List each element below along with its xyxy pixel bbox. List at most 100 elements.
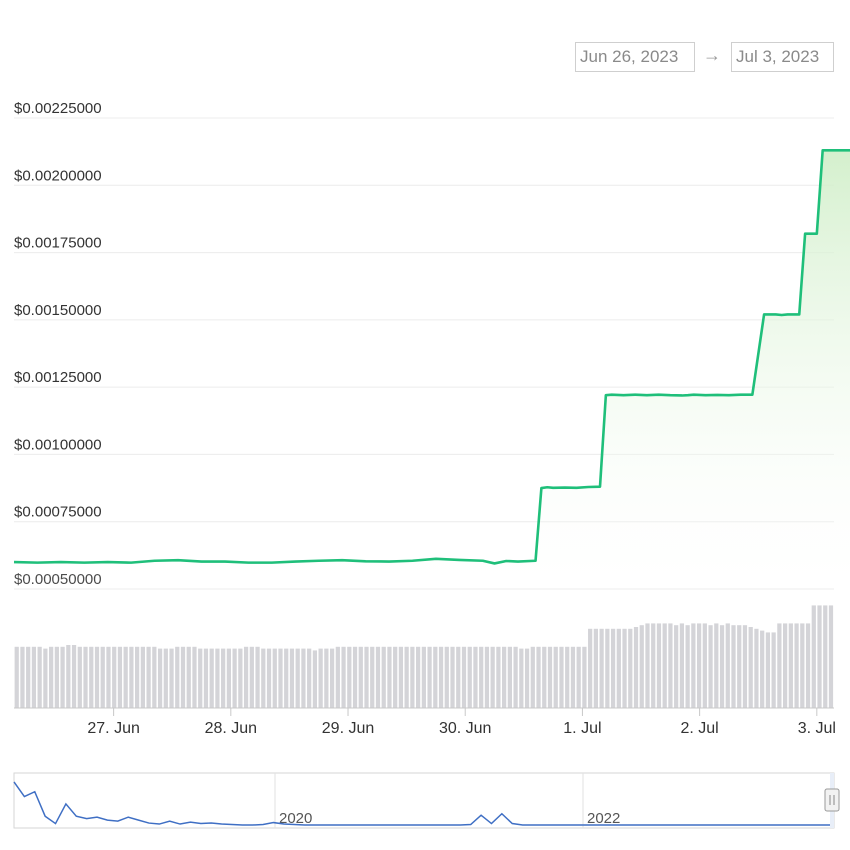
date-range-start-input[interactable]: Jun 26, 2023 (575, 42, 695, 72)
volume-bar (708, 625, 713, 708)
volume-bar (800, 623, 805, 708)
navigator-handle[interactable] (824, 788, 840, 812)
volume-bar (272, 648, 277, 708)
volume-bar (375, 646, 381, 708)
volume-bar (777, 623, 782, 708)
volume-bar (461, 646, 467, 708)
volume-bar (284, 648, 289, 708)
volume-bar (83, 646, 88, 708)
volume-bar (524, 648, 530, 708)
volume-bar (232, 648, 237, 708)
y-axis-labels: $0.00225000 $0.00200000 $0.00175000 $0.0015… (14, 100, 102, 588)
volume-bar (100, 646, 105, 708)
volume-bar (180, 646, 186, 708)
volume-bar (456, 646, 461, 708)
volume-bar (20, 646, 25, 708)
volume-bar (37, 646, 42, 708)
y-tick-label: $0.00225000 (14, 100, 102, 117)
volume-bar (490, 646, 495, 708)
volume-bar (685, 625, 690, 708)
volume-bar (450, 646, 455, 708)
volume-bar (628, 628, 633, 708)
volume-bar (94, 646, 100, 708)
volume-bar (502, 646, 507, 708)
volume-bar (622, 628, 627, 708)
volume-bar (633, 627, 639, 708)
volume-bar (771, 632, 776, 708)
volume-bar (421, 646, 426, 708)
x-tick-label: 28. Jun (205, 720, 257, 737)
volume-bar (794, 623, 799, 708)
volume-bar (266, 648, 272, 708)
volume-bar (243, 646, 249, 708)
volume-bar (301, 648, 306, 708)
volume-bar (203, 648, 209, 708)
navigator-year-label: 2022 (587, 810, 620, 827)
volume-bar (318, 648, 323, 708)
volume-bar (352, 646, 358, 708)
volume-bar (347, 646, 352, 708)
volume-bar (714, 623, 719, 708)
y-tick-label: $0.00075000 (14, 504, 102, 521)
volume-bar (364, 646, 369, 708)
volume-bar (737, 625, 742, 708)
volume-bar (805, 623, 811, 708)
volume-bar (645, 623, 650, 708)
volume-bar (656, 623, 662, 708)
volume-bar (112, 646, 117, 708)
volume-bar (559, 646, 564, 708)
volume-bar (329, 648, 335, 708)
volume-bar (89, 646, 94, 708)
volume-bar (175, 646, 180, 708)
x-tick-label: 2. Jul (680, 720, 718, 737)
date-range-end-input[interactable]: Jul 3, 2023 (731, 42, 834, 72)
volume-bar (662, 623, 667, 708)
volume-bar (226, 648, 232, 708)
volume-bar (398, 646, 404, 708)
navigator[interactable]: 2020 2022 (13, 772, 840, 829)
volume-bar (117, 646, 123, 708)
volume-bar (593, 628, 598, 708)
x-tick-label: 27. Jun (87, 720, 139, 737)
volume-bar (307, 648, 312, 708)
volume-bar (410, 646, 415, 708)
volume-bar (163, 648, 168, 708)
volume-bar (152, 646, 157, 708)
volume-bar (507, 646, 512, 708)
x-tick-label: 1. Jul (563, 720, 601, 737)
volume-bar (530, 646, 535, 708)
volume-bar (54, 646, 59, 708)
volume-bar (765, 632, 771, 708)
volume-bar (249, 646, 254, 708)
volume-bar (209, 648, 214, 708)
volume-bars (14, 605, 834, 708)
volume-bar (221, 648, 226, 708)
volume-bar (817, 605, 822, 708)
volume-bar (129, 646, 134, 708)
navigator-line (13, 781, 834, 826)
x-tick-label: 3. Jul (798, 720, 836, 737)
volume-bar (66, 645, 71, 708)
volume-bar (312, 650, 318, 708)
y-tick-label: $0.00200000 (14, 167, 102, 184)
volume-bar (43, 648, 48, 708)
volume-bar (582, 646, 587, 708)
volume-bar (679, 623, 685, 708)
volume-bar (192, 646, 197, 708)
volume-bar (438, 646, 444, 708)
volume-bar (169, 648, 174, 708)
volume-bar (415, 646, 421, 708)
volume-bar (742, 625, 748, 708)
volume-bar (186, 646, 191, 708)
volume-bar (215, 648, 220, 708)
volume-bar (576, 646, 581, 708)
price-line (13, 148, 850, 565)
volume-bar (691, 623, 696, 708)
volume-bar (370, 646, 375, 708)
volume-bar (719, 625, 725, 708)
y-tick-label: $0.00150000 (14, 302, 102, 319)
volume-bar (324, 648, 329, 708)
volume-bar (513, 646, 518, 708)
volume-bar (519, 648, 524, 708)
